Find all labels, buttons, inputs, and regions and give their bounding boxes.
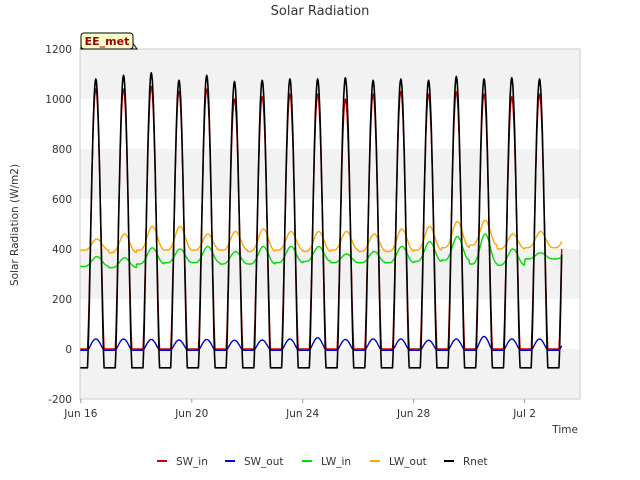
station-badge-label: EE_met — [85, 35, 130, 48]
grid-band — [80, 299, 580, 349]
legend: SW_in SW_out LW_in LW_out Rnet — [157, 456, 488, 468]
y-tick-label: 1200 — [45, 44, 72, 56]
x-tick-label: Jul 2 — [512, 408, 536, 420]
x-axis-label: Time — [551, 424, 578, 436]
grid-bands — [80, 49, 580, 399]
x-tick-label: Jun 16 — [63, 408, 97, 420]
y-tick-label: 400 — [52, 244, 72, 256]
legend-label: SW_out — [244, 456, 284, 468]
legend-label: Rnet — [463, 456, 488, 468]
y-tick-label: -200 — [48, 394, 72, 406]
legend-label: LW_out — [389, 456, 427, 468]
y-tick-label: 200 — [52, 294, 72, 306]
y-tick-label: 800 — [52, 144, 72, 156]
y-tick-label: 600 — [52, 194, 72, 206]
y-tick-label: 0 — [65, 344, 72, 356]
grid-band — [80, 49, 580, 99]
legend-label: LW_in — [321, 456, 351, 468]
x-tick-label: Jun 20 — [174, 408, 208, 420]
series-line-lw-out — [80, 219, 563, 254]
x-tick-label: Jun 24 — [285, 408, 319, 420]
legend-label: SW_in — [176, 456, 208, 468]
grid-band — [80, 249, 580, 299]
series-line-sw-out — [80, 335, 563, 351]
grid-band — [80, 199, 580, 249]
grid-band — [80, 99, 580, 149]
series-line-rnet — [80, 72, 563, 369]
x-tick-label: Jun 28 — [396, 408, 430, 420]
y-axis-label: Solar Radiation (W/m2) — [9, 164, 21, 286]
plot-frame — [79, 48, 581, 400]
y-tick-label: 1000 — [45, 94, 72, 106]
station-badge: EE_met — [80, 32, 138, 50]
x-axis-ticks: Jun 16 Jun 20 Jun 24 Jun 28 Jul 2 — [63, 399, 536, 420]
series-layer — [80, 72, 563, 369]
chart-title: Solar Radiation — [271, 4, 370, 19]
grid-band — [80, 349, 580, 399]
grid-band — [80, 149, 580, 199]
series-line-lw-in — [80, 233, 563, 269]
y-axis-ticks: -200 0 200 400 600 800 1000 1200 — [45, 44, 72, 406]
